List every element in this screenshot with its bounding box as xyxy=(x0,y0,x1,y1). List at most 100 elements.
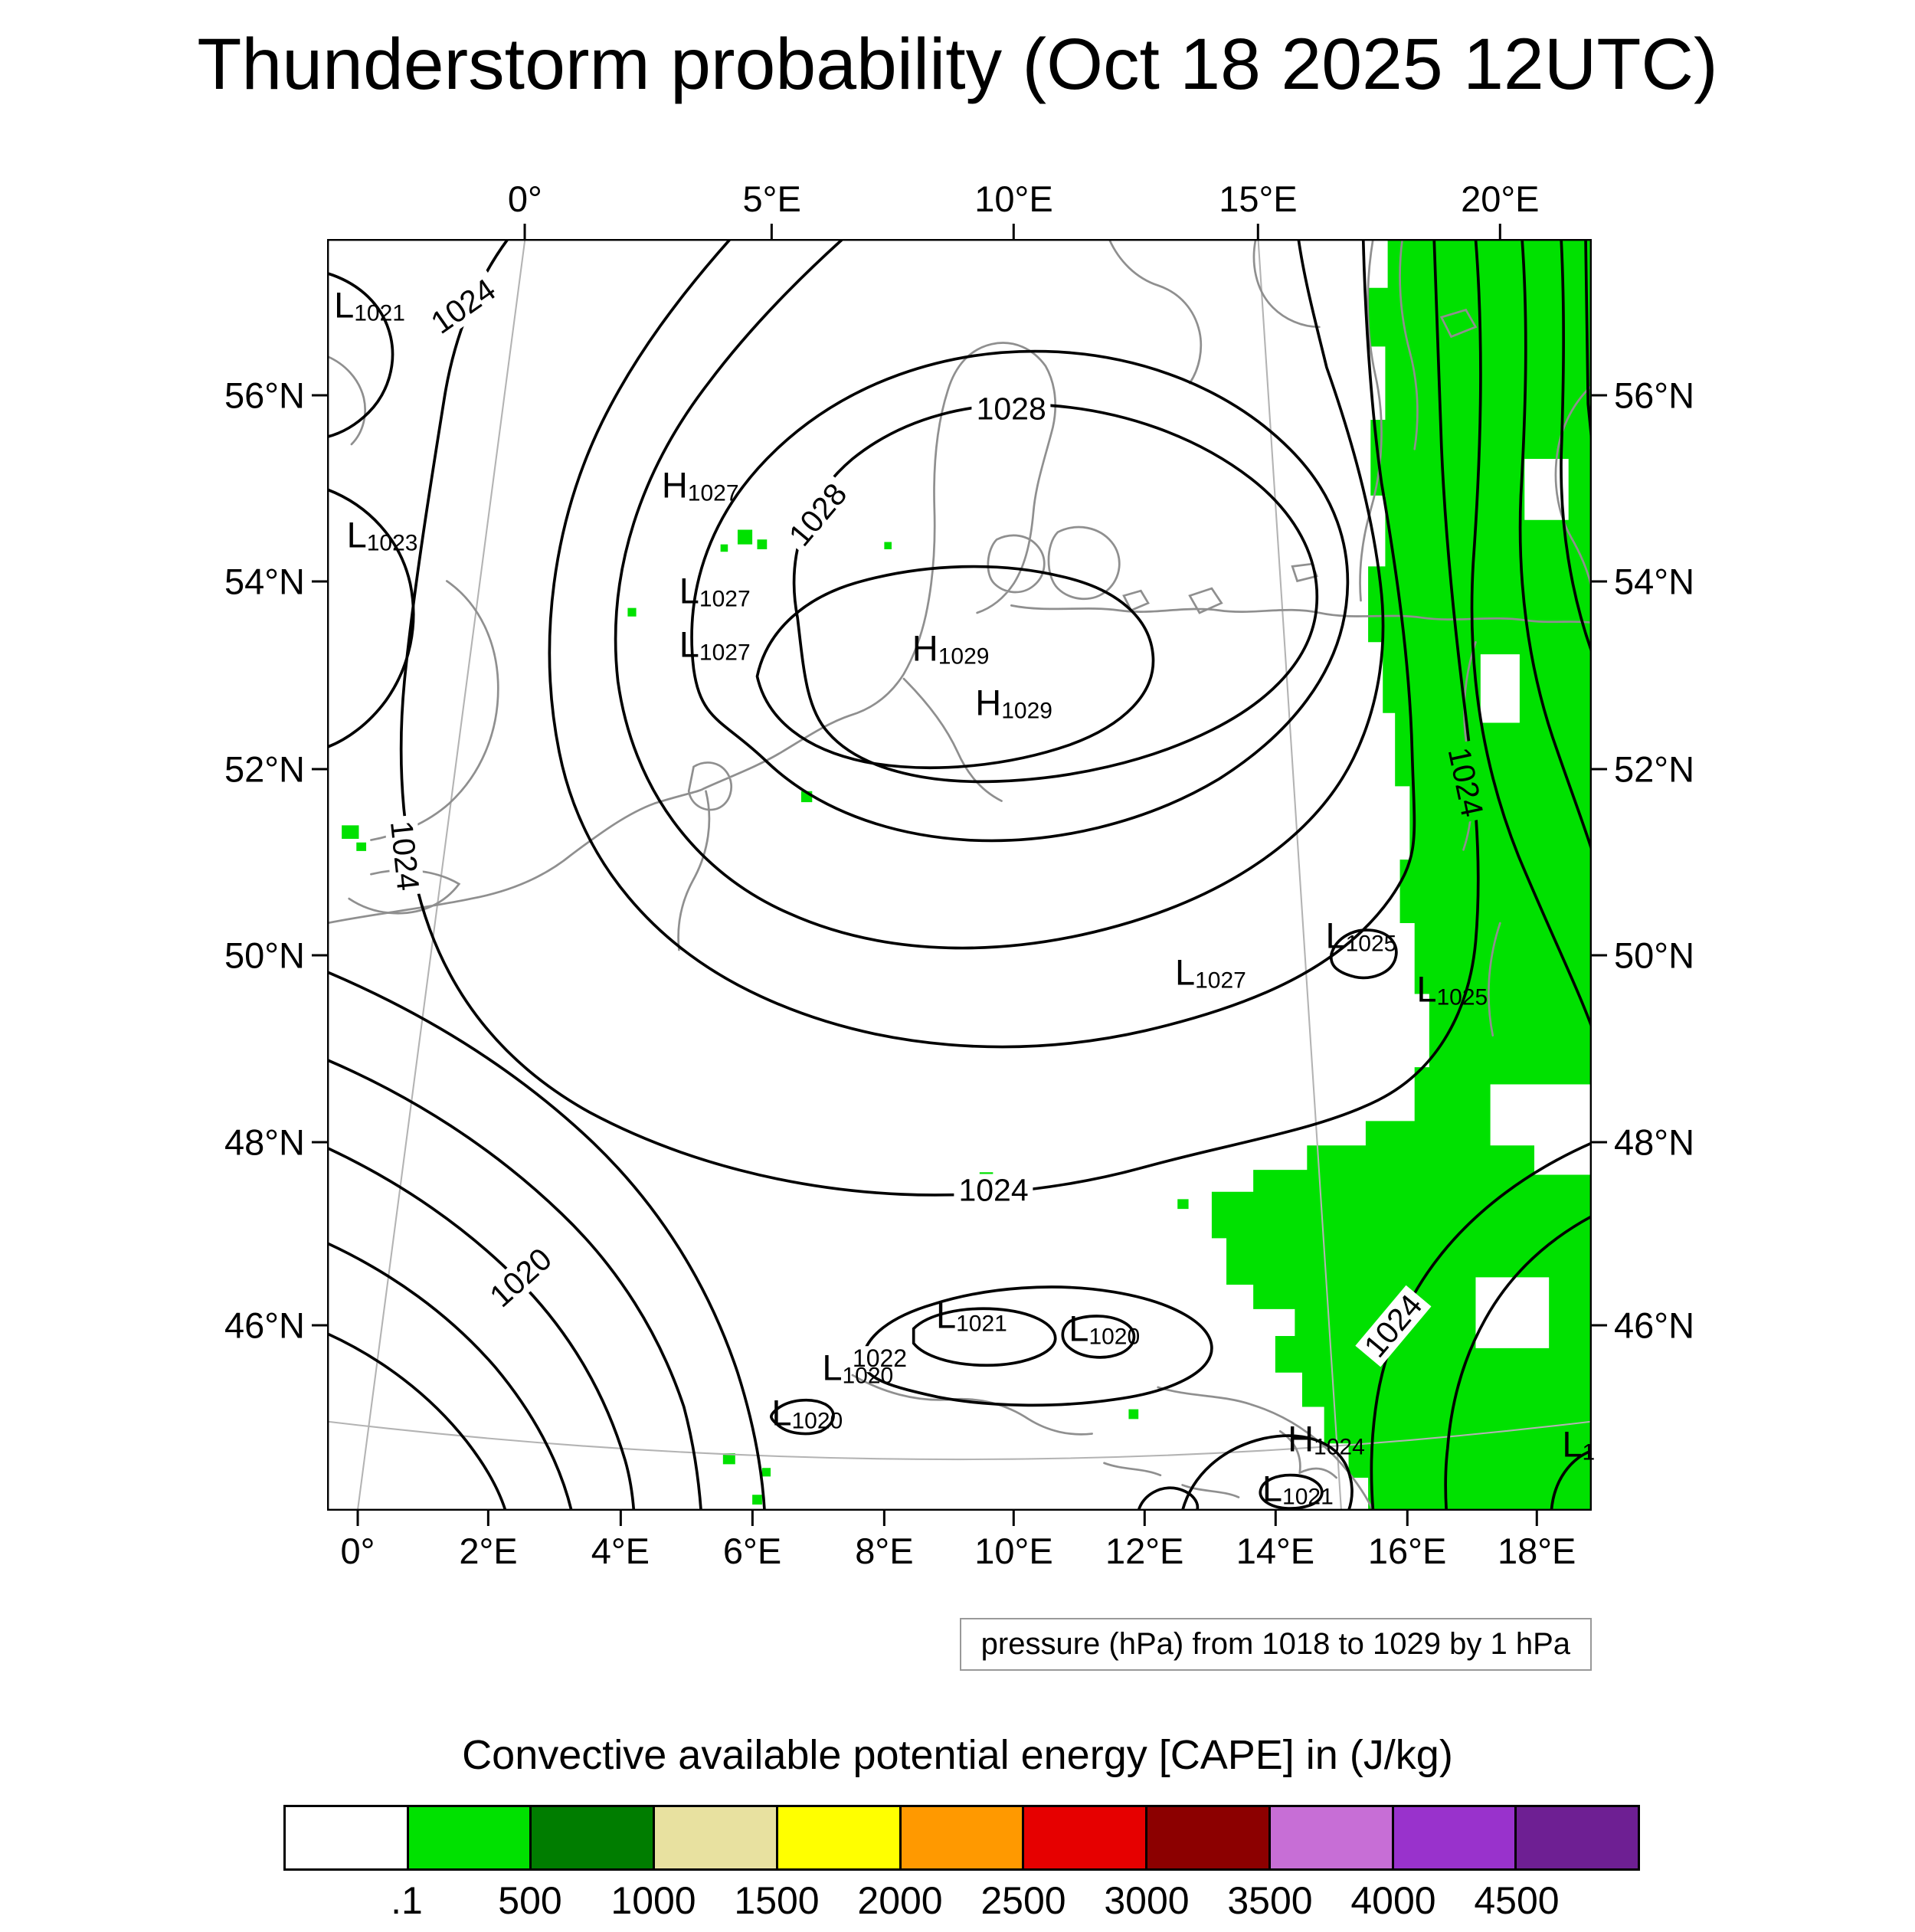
axis-tick xyxy=(1592,954,1607,957)
axis-tick-label-bottom: 8°E xyxy=(855,1511,914,1572)
axis-tick xyxy=(1274,1511,1277,1526)
axis-label: 52°N xyxy=(224,748,305,790)
colorbar-cell xyxy=(777,1807,902,1868)
axis-tick xyxy=(312,954,327,957)
colorbar-labels: .1 500 1000 1500 2000 2500 3000 3500 4000 4500 xyxy=(283,1878,1640,1932)
axis-tick xyxy=(1535,1511,1538,1526)
colorbar-cell xyxy=(655,1807,778,1868)
axis-label: 48°N xyxy=(224,1122,305,1163)
axis-tick-label-top: 5°E xyxy=(743,178,801,239)
axis-tick-label-right: 54°N xyxy=(1592,560,1694,602)
axis-tick-label-right: 50°N xyxy=(1592,934,1694,976)
axis-tick xyxy=(523,224,526,239)
legend-title: Convective available potential energy [C… xyxy=(462,1732,1453,1778)
axis-tick xyxy=(486,1511,489,1526)
axis-tick xyxy=(312,580,327,583)
axis-tick-label-bottom: 2°E xyxy=(459,1511,518,1572)
axis-label: 15°E xyxy=(1219,178,1298,219)
axis-tick-label-left: 56°N xyxy=(224,375,327,417)
map-canvas xyxy=(327,239,1592,1511)
axis-label: 4°E xyxy=(591,1531,650,1571)
axis-label: 14°E xyxy=(1236,1531,1315,1571)
axis-label: 2°E xyxy=(459,1531,518,1571)
pressure-caption: pressure (hPa) from 1018 to 1029 by 1 hP… xyxy=(959,1618,1592,1671)
axis-tick-label-top: 15°E xyxy=(1219,178,1298,239)
axis-tick-label-right: 46°N xyxy=(1592,1304,1694,1346)
colorbar-label: 2000 xyxy=(857,1879,943,1922)
axis-tick xyxy=(1012,1511,1015,1526)
colorbar-cell xyxy=(1517,1807,1638,1868)
axis-label: 18°E xyxy=(1497,1531,1576,1571)
colorbar-cell xyxy=(1024,1807,1148,1868)
colorbar-cell xyxy=(1270,1807,1394,1868)
coastlines-layer xyxy=(327,239,1592,1511)
axis-label: 46°N xyxy=(224,1305,305,1346)
colorbar-cell xyxy=(1393,1807,1517,1868)
axis-label: 56°N xyxy=(224,375,305,416)
axis-tick xyxy=(1406,1511,1409,1526)
axis-tick xyxy=(1498,224,1501,239)
colorbar-label: 1500 xyxy=(734,1879,820,1922)
axis-tick-label-right: 56°N xyxy=(1592,375,1694,417)
colorbar-label: 500 xyxy=(498,1879,562,1922)
axis-tick-label-left: 52°N xyxy=(224,748,327,791)
cape-colorbar xyxy=(283,1805,1640,1871)
colorbar-label: 4000 xyxy=(1350,1879,1436,1922)
axis-label: 0° xyxy=(340,1531,375,1571)
axis-tick-label-left: 54°N xyxy=(224,560,327,602)
axis-label: 5°E xyxy=(742,178,801,219)
colorbar-label: 2500 xyxy=(980,1879,1066,1922)
axis-tick xyxy=(1592,768,1607,771)
axis-tick-label-top: 0° xyxy=(508,178,542,239)
colorbar-cell xyxy=(901,1807,1025,1868)
axis-label: 54°N xyxy=(1614,561,1695,602)
colorbar-label: 4500 xyxy=(1474,1879,1560,1922)
colorbar-cell xyxy=(532,1807,656,1868)
axis-tick-label-bottom: 0° xyxy=(340,1511,375,1572)
colorbar-label: 3000 xyxy=(1104,1879,1190,1922)
colorbar-cell xyxy=(408,1807,532,1868)
axis-tick xyxy=(1012,224,1015,239)
colorbar-label: .1 xyxy=(391,1879,423,1922)
axis-tick-label-bottom: 12°E xyxy=(1105,1511,1183,1572)
colorbar-cell xyxy=(286,1807,409,1868)
axis-label: 52°N xyxy=(1614,748,1695,790)
axis-tick xyxy=(1143,1511,1146,1526)
axis-label: 16°E xyxy=(1367,1531,1447,1571)
axis-label: 54°N xyxy=(224,561,305,602)
axis-tick xyxy=(882,1511,885,1526)
axis-tick-label-top: 20°E xyxy=(1461,178,1540,239)
axis-tick-label-bottom: 6°E xyxy=(723,1511,781,1572)
page-title: Thunderstorm probability (Oct 18 2025 12… xyxy=(197,24,1718,105)
axis-label: 8°E xyxy=(855,1531,914,1571)
axis-tick-label-right: 48°N xyxy=(1592,1121,1694,1163)
axis-tick xyxy=(1592,1324,1607,1327)
axis-tick-label-top: 10°E xyxy=(974,178,1053,239)
axis-label: 12°E xyxy=(1105,1531,1184,1571)
isobar-contours xyxy=(327,239,1592,1511)
cape-shading-layer xyxy=(342,239,1592,1511)
axis-tick xyxy=(312,1141,327,1144)
axis-label: 50°N xyxy=(1614,935,1695,976)
axis-label: 20°E xyxy=(1461,178,1540,219)
colorbar-cell xyxy=(1147,1807,1271,1868)
axis-tick-label-right: 52°N xyxy=(1592,748,1694,791)
axis-tick-label-left: 48°N xyxy=(224,1121,327,1163)
axis-tick-label-bottom: 16°E xyxy=(1368,1511,1446,1572)
axis-tick xyxy=(1592,1141,1607,1144)
axis-label: 46°N xyxy=(1614,1305,1695,1346)
axis-tick xyxy=(356,1511,359,1526)
axis-tick xyxy=(1592,580,1607,583)
axis-tick xyxy=(619,1511,622,1526)
axis-tick-label-bottom: 10°E xyxy=(974,1511,1053,1572)
axis-tick-label-bottom: 18°E xyxy=(1498,1511,1576,1572)
axis-label: 6°E xyxy=(722,1531,782,1571)
axis-tick xyxy=(312,394,327,397)
colorbar-label: 1000 xyxy=(611,1879,696,1922)
axis-tick xyxy=(771,224,774,239)
axis-tick xyxy=(1592,394,1607,397)
axis-tick xyxy=(751,1511,754,1526)
axis-tick xyxy=(312,768,327,771)
axis-label: 0° xyxy=(507,178,542,219)
axis-label: 48°N xyxy=(1614,1122,1695,1163)
